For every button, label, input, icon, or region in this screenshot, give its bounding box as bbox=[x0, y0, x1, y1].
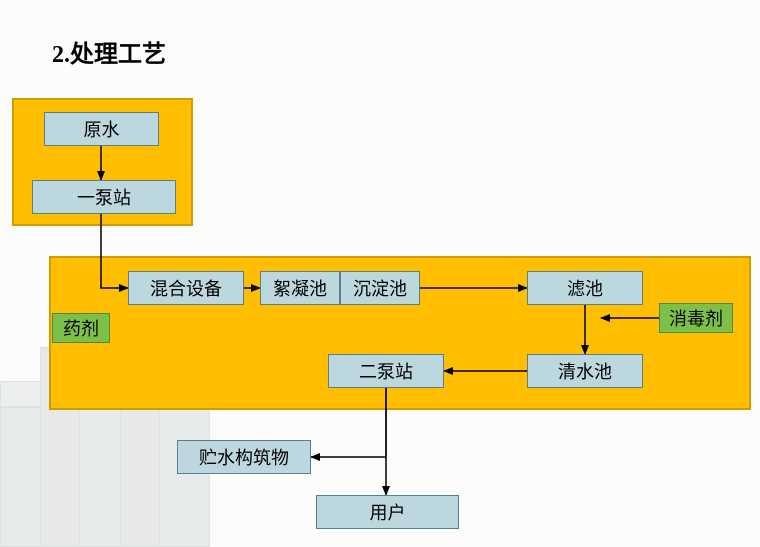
node-disinf: 消毒剂 bbox=[659, 303, 733, 333]
node-floc: 絮凝池 bbox=[260, 271, 340, 305]
node-storage: 贮水构筑物 bbox=[177, 440, 311, 474]
node-agent: 药剂 bbox=[52, 313, 110, 343]
page-title: 2.处理工艺 bbox=[52, 34, 166, 69]
node-pump2: 二泵站 bbox=[328, 354, 444, 388]
node-sed: 沉淀池 bbox=[340, 271, 420, 305]
node-pump1: 一泵站 bbox=[32, 180, 176, 214]
node-user: 用户 bbox=[316, 495, 459, 529]
node-clear: 清水池 bbox=[527, 354, 643, 388]
node-raw-water: 原水 bbox=[44, 112, 159, 146]
node-filter: 滤池 bbox=[527, 271, 643, 305]
node-mixer: 混合设备 bbox=[128, 271, 244, 305]
